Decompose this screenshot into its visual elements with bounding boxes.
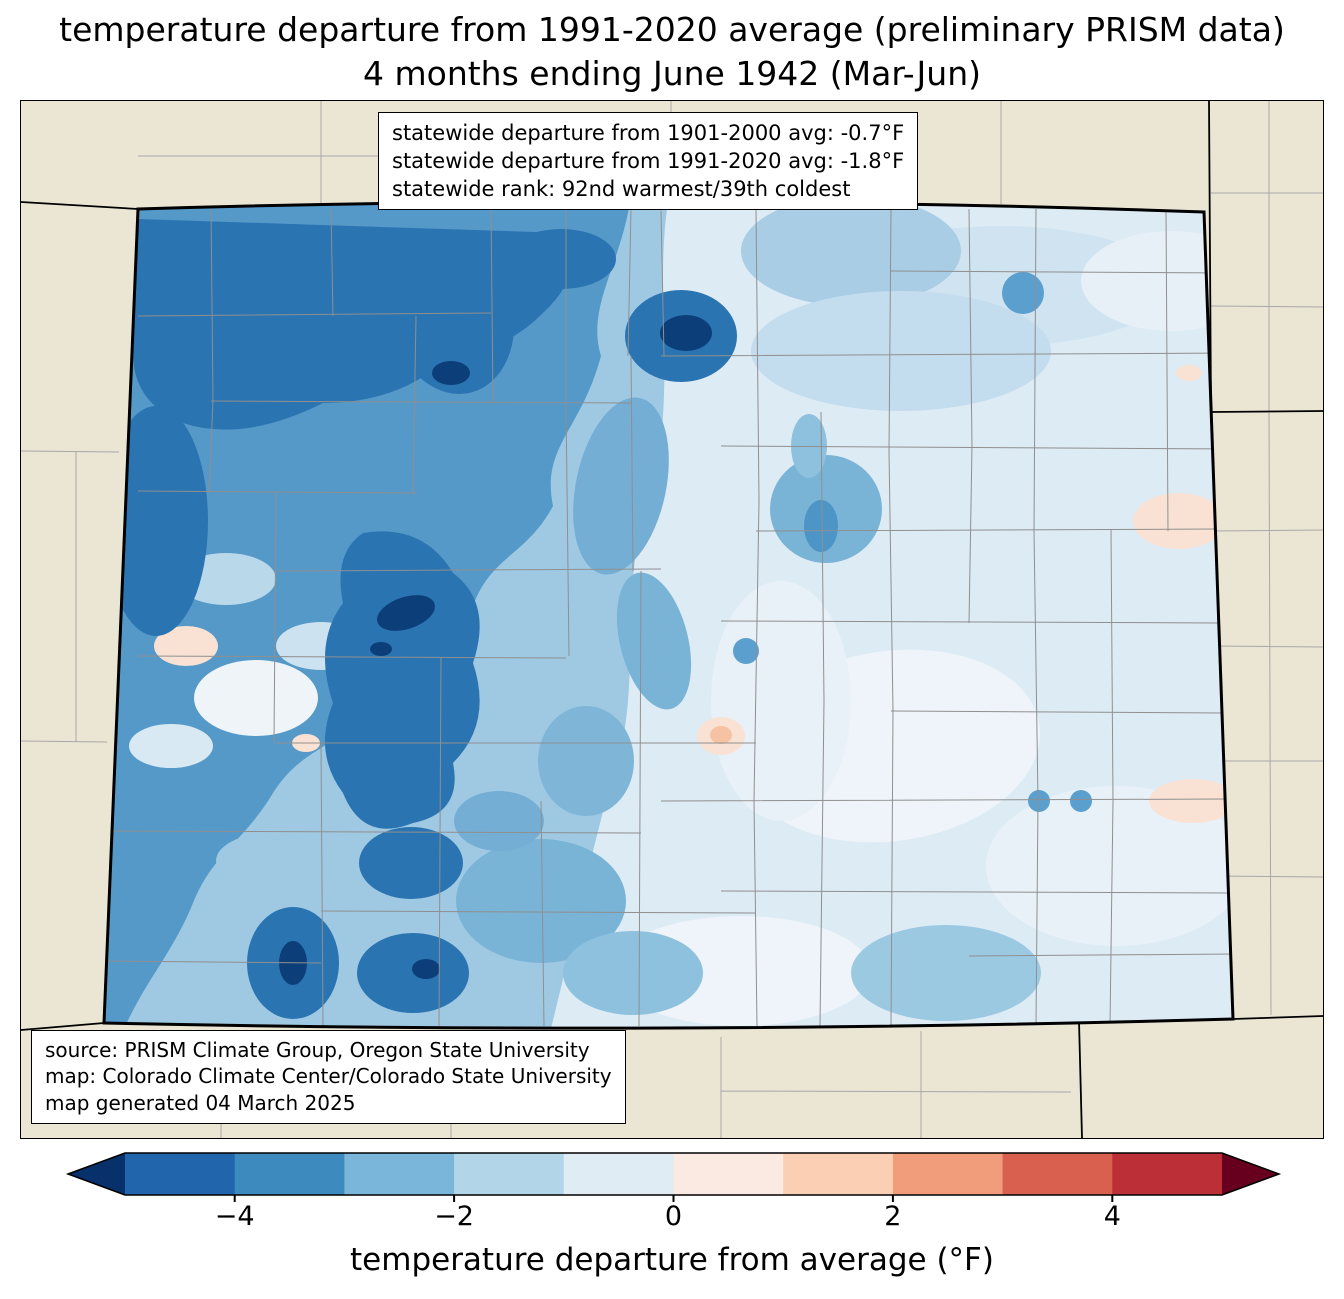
stats-box: statewide departure from 1901-2000 avg: …: [378, 112, 919, 211]
map-panel: statewide departure from 1901-2000 avg: …: [20, 100, 1324, 1139]
stats-line-1991-2020: statewide departure from 1991-2020 avg: …: [392, 149, 905, 174]
colorbar: [65, 1152, 1282, 1202]
temperature-contours: [104, 201, 1233, 1029]
figure-title-line2: 4 months ending June 1942 (Mar-Jun): [363, 54, 981, 93]
figure-title-line1: temperature departure from 1991-2020 ave…: [59, 10, 1285, 49]
colorbar-label: temperature departure from average (°F): [350, 1242, 994, 1278]
colorbar-tick-label: −2: [434, 1201, 474, 1232]
stats-line-rank: statewide rank: 92nd warmest/39th coldes…: [392, 177, 851, 202]
county-boundaries: [104, 208, 1233, 1027]
stats-line-1901-2000: statewide departure from 1901-2000 avg: …: [392, 121, 905, 145]
source-box: source: PRISM Climate Group, Oregon Stat…: [31, 1029, 626, 1124]
colorbar-tick-label: 2: [884, 1201, 902, 1232]
colorbar-ticks: −4 −2 0 2 4: [0, 1201, 1344, 1237]
colorbar-tick-label: 4: [1103, 1201, 1121, 1232]
generated-date-line: map generated 04 March 2025: [45, 1091, 356, 1116]
map-credit-line: map: Colorado Climate Center/Colorado St…: [45, 1064, 612, 1089]
source-line: source: PRISM Climate Group, Oregon Stat…: [45, 1037, 590, 1062]
colorbar-tick-label: 0: [664, 1201, 683, 1232]
colorbar-tick-label: −4: [214, 1201, 255, 1232]
colorado-map: [21, 101, 1323, 1138]
